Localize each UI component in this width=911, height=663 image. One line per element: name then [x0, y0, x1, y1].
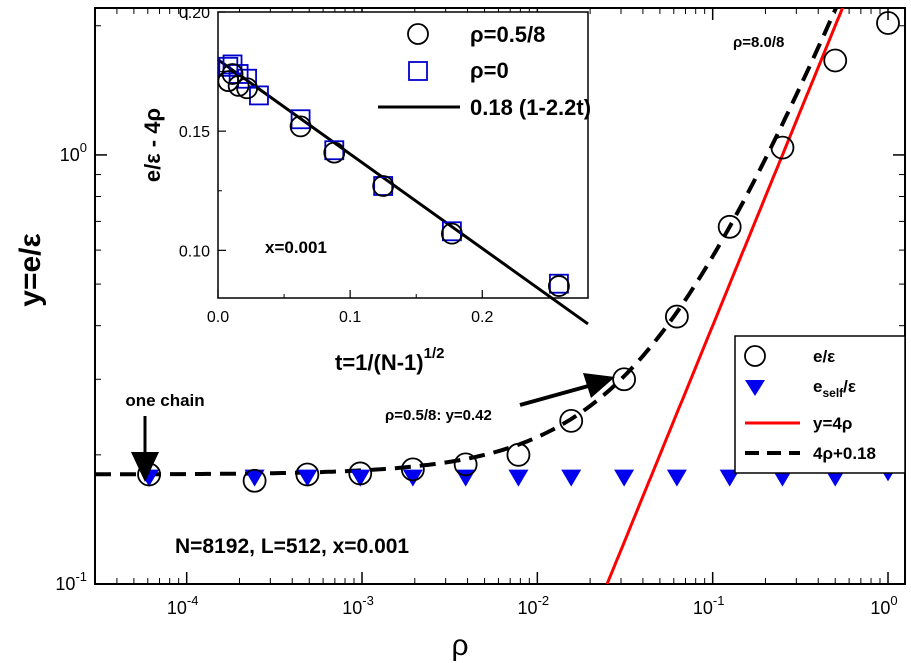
legend-label-e: e/ε — [813, 347, 835, 366]
annotation-params: N=8192, L=512, x=0.001 — [175, 535, 409, 558]
legend-label-eself: eself/ε — [813, 377, 856, 400]
inset-y-tick-label: 0.10 — [179, 243, 210, 260]
inset-curves — [217, 58, 589, 326]
main-markers — [137, 11, 900, 493]
main-y-tick-label: 100 — [60, 140, 87, 165]
inset-legend-marker-square — [408, 61, 428, 81]
inset-legend-label-fit: 0.18 (1-2.2t) — [470, 95, 591, 120]
main-point-eself — [402, 469, 423, 487]
main-curves — [95, 8, 845, 584]
inset-point-rho-half — [440, 222, 463, 245]
inset-point-rho-half — [323, 141, 346, 164]
main-point-e — [242, 468, 267, 493]
inset-point-rho-zero — [249, 85, 269, 106]
inset-ticks: 0.0 0.1 0.2 0.10 0.15 0.20 — [179, 5, 549, 326]
main-y-axis-label: y=e/ε — [14, 233, 47, 306]
main-point-eself — [614, 469, 635, 487]
main-point-e — [348, 461, 373, 486]
main-x-tick-label: 10-2 — [518, 593, 550, 618]
inset-point-rho-half — [372, 175, 395, 197]
inset-y-tick-label: 0.20 — [179, 5, 210, 22]
legend-label-4rho: y=4ρ — [813, 414, 852, 433]
main-point-eself — [719, 469, 740, 487]
main-point-e — [506, 442, 531, 467]
main-point-eself — [297, 469, 318, 487]
inset-plot-frame — [217, 11, 589, 299]
main-point-e — [823, 48, 848, 73]
inset-x-tick-label: 0.1 — [339, 309, 361, 326]
main-point-eself — [350, 469, 371, 487]
main-point-eself — [508, 469, 529, 487]
main-point-e — [453, 452, 478, 477]
legend-label-4rho-plus: 4ρ+0.18 — [813, 444, 876, 463]
inset-point-rho-zero — [373, 176, 394, 196]
annotation-rho-max: ρ=8.0/8 — [733, 34, 784, 51]
inset-y-tick-label: 0.15 — [179, 124, 210, 141]
main-point-eself — [244, 469, 265, 487]
inset-point-rho-zero — [218, 56, 239, 77]
one-chain-arrowhead — [131, 452, 159, 482]
main-point-e — [612, 367, 637, 392]
main-point-e — [400, 457, 425, 482]
main-point-e — [295, 462, 320, 487]
annotation-one-chain: one chain — [125, 391, 204, 410]
main-point-eself — [825, 469, 846, 487]
annotation-rho-point: ρ=0.5/8: y=0.42 — [385, 407, 492, 424]
main-point-e — [770, 135, 795, 160]
main-ticks: 10-4 10-3 10-2 10-1 100 10-1 100 — [55, 8, 905, 618]
inset-point-rho-half — [236, 77, 258, 100]
main-y-tick-label: 10-1 — [55, 569, 87, 594]
inset-markers — [217, 54, 570, 297]
inset-point-rho-zero — [290, 109, 311, 130]
legend-marker-triangle — [745, 380, 765, 396]
rho-point-arrowhead — [583, 373, 615, 398]
main-legend-box — [734, 335, 906, 474]
inset-point-rho-half — [227, 74, 250, 97]
inset-x-tick-label: 0.2 — [471, 309, 493, 326]
main-point-e — [717, 214, 742, 239]
main-x-axis-label: ρ — [451, 629, 468, 662]
main-line-4rho-plus — [95, 8, 839, 477]
inset-background — [218, 12, 588, 298]
inset-point-rho-half — [289, 115, 312, 138]
main-point-eself — [666, 469, 687, 487]
main-point-e — [559, 408, 584, 433]
inset-x-tick-label: 0.0 — [207, 309, 229, 326]
main-point-e — [876, 11, 900, 35]
main-x-tick-label: 100 — [870, 593, 897, 618]
inset-point-rho-half — [221, 63, 244, 85]
inset-point-rho-half — [548, 275, 570, 297]
main-x-tick-label: 10-1 — [693, 593, 725, 618]
inset-legend-label-rho-zero: ρ=0 — [470, 58, 509, 83]
inset-x-axis-label: t=1/(N-1)1/2 — [335, 345, 444, 375]
inset-y-axis-label: e/ε - 4ρ — [140, 108, 165, 182]
main-point-e — [664, 304, 689, 329]
main-legend: e/ε eself/ε y=4ρ 4ρ+0.18 — [734, 335, 906, 474]
inset-annotation: x=0.001 — [265, 238, 327, 257]
main-x-tick-label: 10-3 — [342, 593, 374, 618]
inset-chart: 0.0 0.1 0.2 0.10 0.15 0.20 t=1/(N-1)1/2 e/ε -… — [140, 5, 591, 375]
legend-marker-circle — [744, 345, 766, 367]
main-line-4rho — [605, 8, 845, 584]
rho-point-arrow — [519, 383, 593, 407]
main-plot-frame — [94, 7, 906, 585]
inset-legend-label-rho-half: ρ=0.5/8 — [470, 22, 545, 47]
main-point-eself — [561, 469, 582, 487]
main-x-tick-label: 10-4 — [167, 593, 199, 618]
main-point-eself — [772, 469, 793, 487]
inset-legend-marker-circle — [407, 23, 429, 45]
inset-fit-line — [217, 58, 589, 326]
